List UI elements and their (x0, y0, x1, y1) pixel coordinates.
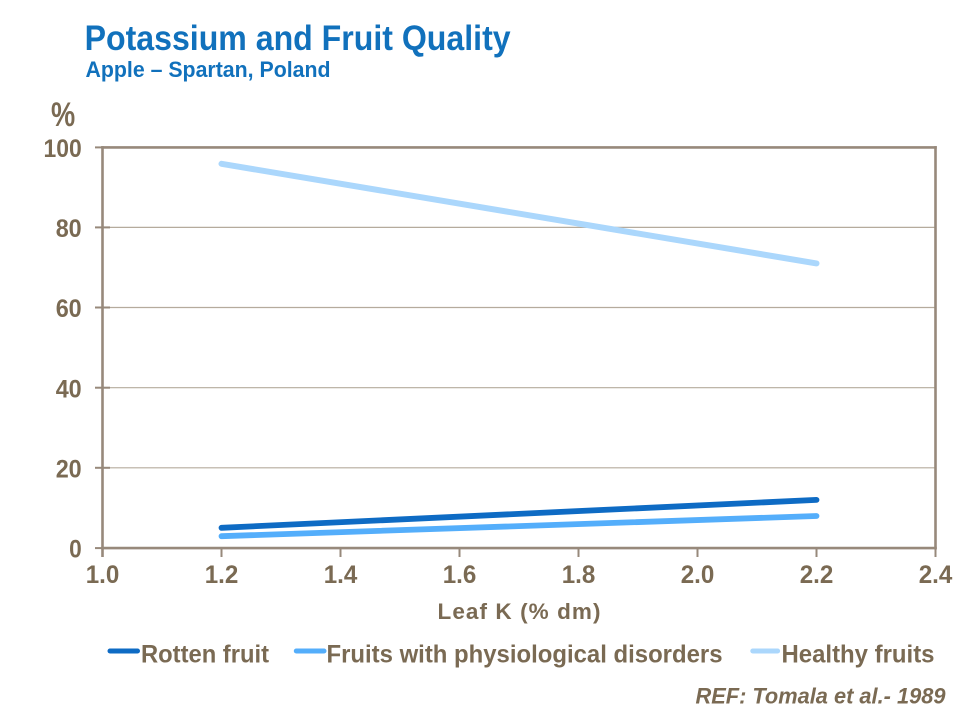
svg-text:40: 40 (56, 375, 82, 403)
svg-text:20: 20 (56, 455, 82, 483)
svg-text:60: 60 (56, 295, 82, 323)
svg-text:2.4: 2.4 (919, 561, 953, 589)
svg-text:100: 100 (44, 135, 82, 163)
svg-text:Potassium and Fruit Quality: Potassium and Fruit Quality (85, 19, 511, 58)
svg-text:Apple – Spartan, Poland: Apple – Spartan, Poland (86, 57, 331, 82)
svg-text:1.0: 1.0 (86, 561, 120, 589)
svg-text:Rotten fruit: Rotten fruit (141, 641, 269, 668)
svg-text:1.6: 1.6 (443, 561, 477, 589)
svg-text:80: 80 (56, 215, 82, 243)
svg-text:%: % (51, 95, 75, 134)
svg-text:1.2: 1.2 (205, 561, 239, 589)
svg-text:2.0: 2.0 (681, 561, 715, 589)
svg-text:2.2: 2.2 (800, 561, 834, 589)
svg-text:Leaf K (% dm): Leaf K (% dm) (438, 599, 601, 624)
svg-text:Healthy fruits: Healthy fruits (782, 641, 935, 668)
svg-text:Fruits with physiological diso: Fruits with physiological disorders (327, 641, 723, 668)
svg-text:1.8: 1.8 (562, 561, 596, 589)
svg-text:REF: Tomala et al.- 1989: REF: Tomala et al.- 1989 (696, 684, 947, 709)
svg-text:1.4: 1.4 (324, 561, 358, 589)
svg-text:0: 0 (69, 536, 82, 564)
